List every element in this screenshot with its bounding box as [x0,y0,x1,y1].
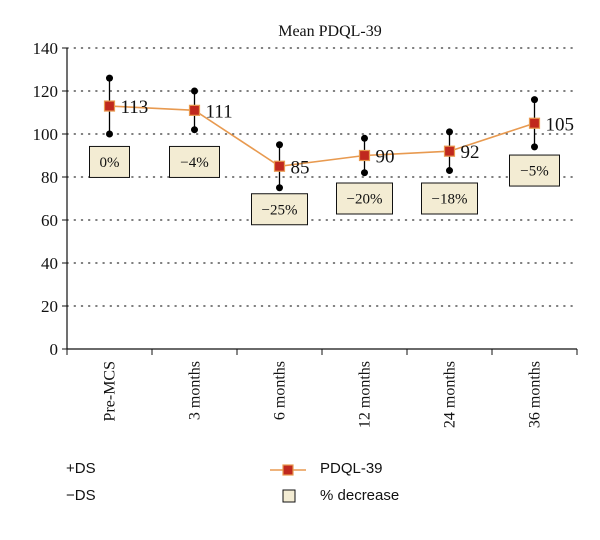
data-label: 92 [461,142,480,163]
percent-decrease-box [89,145,130,178]
x-tick-label: 6 months [272,361,289,420]
percent-decrease-label: −25% [262,202,298,218]
error-cap-upper [276,141,283,149]
error-cap-lower [191,126,198,134]
y-tick-label: 40 [41,254,58,273]
percent-decrease-label: −18% [432,192,468,208]
error-cap-lower [531,143,538,151]
legend-decrease-swatch [282,489,296,503]
x-tick-label: 24 months [442,361,459,428]
legend-series-swatch [270,464,306,476]
y-tick-label: 80 [41,168,58,187]
error-cap-upper [531,96,538,104]
x-axis-ticks: Pre-MCS 3 months 6 months 12 months 24 month… [66,349,578,428]
y-tick-label: 0 [50,340,59,359]
percent-decrease-boxes: 0% −4% −25% −20% −18% −5% [89,145,560,226]
legend-decrease-label: % decrease [320,487,400,504]
data-label: 111 [206,101,233,122]
percent-decrease-label: −5% [520,164,548,180]
percent-decrease-label: 0% [100,155,120,171]
data-label: 113 [121,97,149,118]
error-cap-upper [446,128,453,136]
data-point [273,160,286,172]
legend-series-label: PDQL-39 [320,460,383,477]
percent-decrease-box [169,145,220,178]
y-tick-label: 100 [33,125,59,144]
error-cap-upper [361,134,368,142]
x-tick-label: 3 months [187,361,204,420]
series-pdql-39: 113 111 85 90 92 105 [103,97,575,178]
grid [66,47,578,307]
data-label: 90 [376,147,395,168]
error-cap-lower [446,167,453,175]
percent-decrease-label: −20% [347,192,383,208]
percent-decrease-box [421,182,478,215]
data-point [443,145,456,157]
percent-decrease-box [336,182,393,215]
axes [66,48,577,350]
chart-title: Mean PDQL-39 [278,23,382,40]
y-tick-label: 60 [41,211,58,230]
error-cap-upper [191,87,198,95]
data-label: 105 [546,114,575,135]
data-point [358,149,371,162]
percent-decrease-box [509,154,560,187]
data-point [103,100,116,112]
percent-decrease-box [251,193,308,226]
percent-decrease-label: −4% [180,155,208,171]
y-tick-label: 120 [33,82,59,101]
y-axis-ticks: 0 20 40 60 80 100 120 140 [33,39,67,359]
data-label: 85 [291,157,310,178]
y-tick-label: 140 [33,39,59,58]
error-cap-lower [106,130,113,138]
error-bars [106,74,538,192]
x-tick-label: 12 months [357,361,374,428]
data-point [528,117,541,129]
error-cap-lower [361,169,368,177]
data-point [188,104,201,116]
legend-plus-ds: +DS [66,460,96,477]
y-tick-label: 20 [41,297,58,316]
x-tick-label: 36 months [527,361,544,428]
legend-minus-ds: −DS [66,487,96,504]
series-line [109,105,535,168]
error-cap-lower [276,184,283,192]
error-cap-upper [106,74,113,82]
x-tick-label: Pre-MCS [102,361,119,421]
